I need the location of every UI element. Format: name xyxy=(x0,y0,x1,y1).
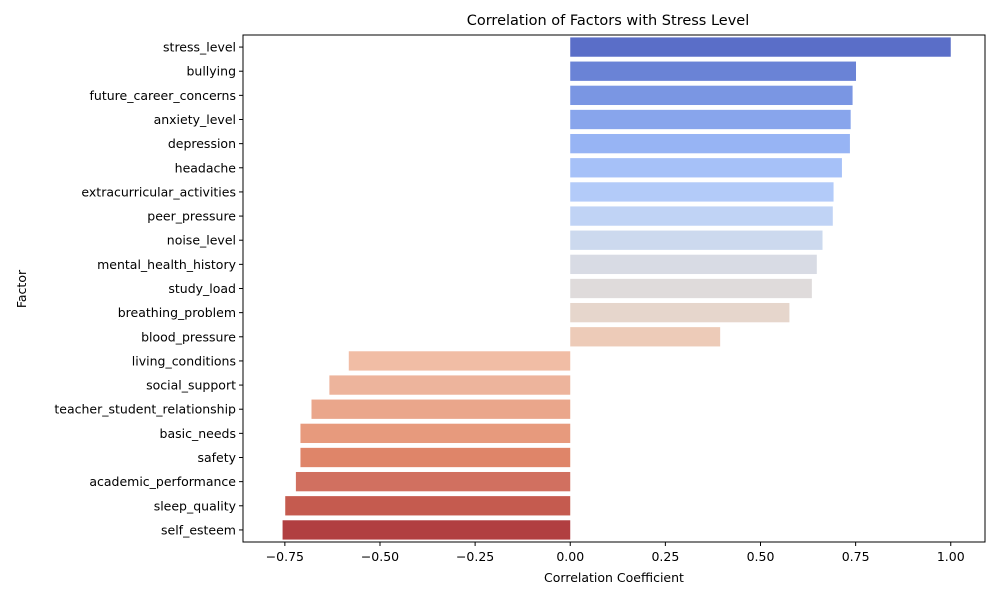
y-tick-label: living_conditions xyxy=(132,353,236,368)
y-tick-label: headache xyxy=(175,160,237,175)
bar-extracurricular-activities xyxy=(570,182,834,202)
y-tick-label: self_esteem xyxy=(161,522,236,537)
y-tick-label: noise_level xyxy=(167,233,236,248)
y-tick-label: peer_pressure xyxy=(147,209,236,224)
y-tick-label: depression xyxy=(168,136,236,151)
y-tick-label: future_career_concerns xyxy=(90,88,236,103)
bar-mental-health-history xyxy=(570,254,817,275)
chart-title: Correlation of Factors with Stress Level xyxy=(467,13,750,29)
y-axis-label: Factor xyxy=(14,269,29,308)
y-tick-label: social_support xyxy=(146,378,236,393)
y-tick-label: academic_performance xyxy=(89,474,236,489)
x-tick-label: 1.00 xyxy=(937,549,965,564)
bar-academic-performance xyxy=(295,471,571,492)
y-tick-label: bullying xyxy=(186,64,236,79)
bar-self-esteem xyxy=(282,520,571,540)
x-tick-label: 0.75 xyxy=(842,549,870,564)
y-tick-label: mental_health_history xyxy=(97,257,236,272)
bar-study-load xyxy=(570,278,812,299)
y-tick-label: breathing_problem xyxy=(118,305,236,320)
y-tick-label: basic_needs xyxy=(160,426,236,441)
bar-blood-pressure xyxy=(570,327,721,347)
x-axis-label: Correlation Coefficient xyxy=(544,570,684,585)
y-tick-label: study_load xyxy=(168,281,236,296)
bar-depression xyxy=(570,133,850,154)
bar-sleep-quality xyxy=(285,496,571,516)
y-tick-label: sleep_quality xyxy=(154,498,237,513)
bar-living-conditions xyxy=(348,351,571,371)
bar-anxiety-level xyxy=(570,109,851,130)
y-tick-label: safety xyxy=(197,450,236,465)
bar-bullying xyxy=(570,61,857,81)
y-tick-label: blood_pressure xyxy=(141,329,236,344)
bar-basic-needs xyxy=(300,423,571,444)
x-axis-ticks: −0.75 −0.50 −0.25 0.00 0.25 0.50 0.75 1.00 xyxy=(266,542,965,564)
bar-noise-level xyxy=(570,230,823,250)
y-tick-label: anxiety_level xyxy=(154,112,236,127)
bar-peer-pressure xyxy=(570,206,833,226)
bar-safety xyxy=(300,447,571,468)
bar-breathing-problem xyxy=(570,302,790,323)
x-tick-label: −0.75 xyxy=(266,549,304,564)
bars xyxy=(282,37,951,540)
x-tick-label: −0.25 xyxy=(456,549,494,564)
y-axis-ticks: stress_level bullying future_career_concer… xyxy=(54,40,243,537)
y-tick-label: teacher_student_relationship xyxy=(54,402,236,417)
x-tick-label: 0.00 xyxy=(556,549,584,564)
plot-frame xyxy=(242,34,986,543)
y-tick-label: extracurricular_activities xyxy=(81,184,236,199)
bar-headache xyxy=(570,158,842,178)
bar-stress-level xyxy=(570,37,951,57)
y-tick-label: stress_level xyxy=(163,40,236,55)
bar-future-career-concerns xyxy=(570,85,853,106)
x-tick-label: 0.50 xyxy=(747,549,775,564)
x-tick-label: −0.50 xyxy=(361,549,399,564)
bar-social-support xyxy=(329,375,571,395)
bar-teacher-student-relationship xyxy=(311,399,571,419)
x-tick-label: 0.25 xyxy=(651,549,679,564)
